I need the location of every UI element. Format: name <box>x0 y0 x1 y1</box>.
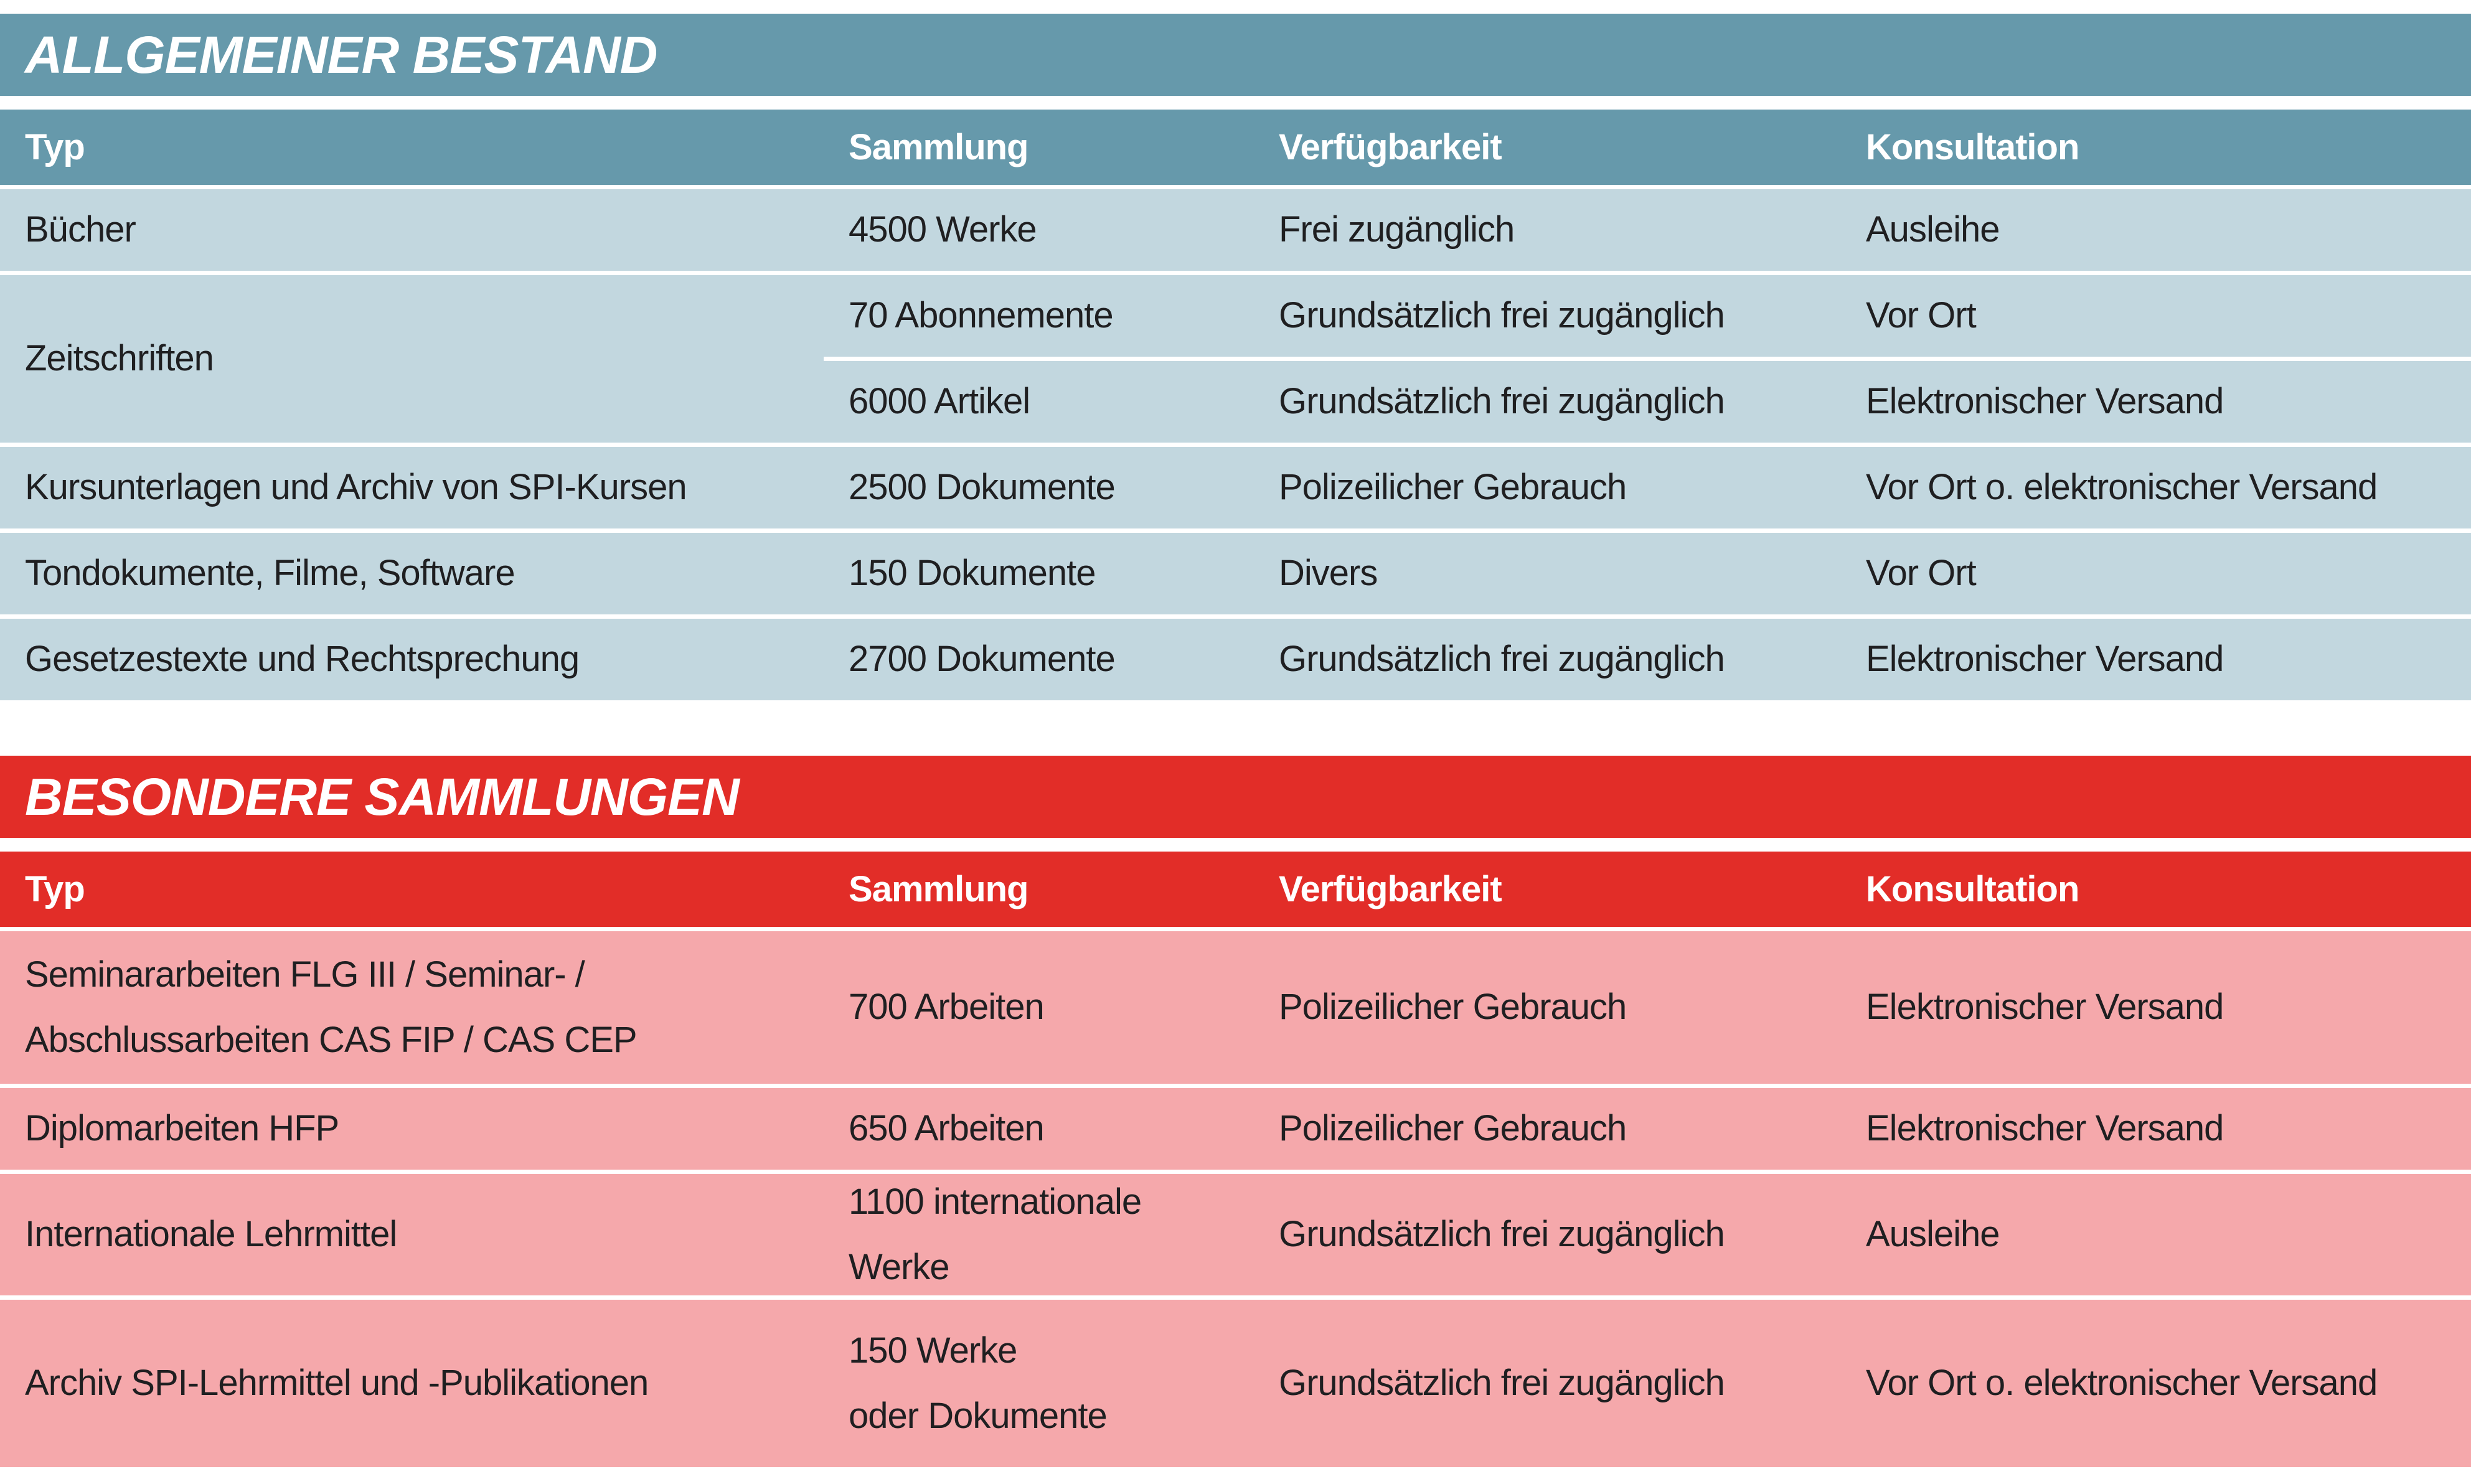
cell-verfuegbarkeit: Grundsätzlich frei zugänglich <box>1254 361 1841 443</box>
cell-sammlung: 4500 Werke <box>849 209 1037 250</box>
table-row-buecher: Bücher 4500 Werke Frei zugänglich Auslei… <box>0 189 2471 271</box>
cell-konsultation: Vor Ort o. elektronischer Versand <box>1866 1363 2378 1404</box>
column-header-typ: Typ <box>25 868 85 909</box>
cell-konsultation: Vor Ort <box>1841 275 2471 357</box>
column-header-sammlung: Sammlung <box>849 868 1029 909</box>
cell-sammlung: 1100 internationale Werke <box>849 1181 1142 1287</box>
column-header-verfuegbarkeit: Verfügbarkeit <box>1279 868 1502 909</box>
table-row-archiv-spi: Archiv SPI-Lehrmittel und -Publikationen… <box>0 1300 2471 1467</box>
cell-sammlung: 2500 Dokumente <box>849 467 1116 508</box>
cell-typ: Diplomarbeiten HFP <box>25 1108 339 1149</box>
cell-typ: Seminararbeiten FLG III / Seminar- / Abs… <box>25 954 638 1060</box>
cell-konsultation: Elektronischer Versand <box>1866 639 2224 680</box>
table-row-tondokumente: Tondokumente, Filme, Software 150 Dokume… <box>0 533 2471 614</box>
table-row-zeitschriften: Zeitschriften 70 Abonnemente Grundsätzli… <box>0 275 2471 443</box>
section-title-allgemeiner-bestand: ALLGEMEINER BESTAND <box>0 14 2471 96</box>
section-allgemeiner-bestand: ALLGEMEINER BESTAND Typ Sammlung Verfügb… <box>0 14 2471 700</box>
section-besondere-sammlungen: BESONDERE SAMMLUNGEN Typ Sammlung Verfüg… <box>0 756 2471 1467</box>
cell-typ: Gesetzestexte und Rechtsprechung <box>25 639 580 680</box>
cell-konsultation: Ausleihe <box>1866 209 2000 250</box>
table-row-diplomarbeiten: Diplomarbeiten HFP 650 Arbeiten Polizeil… <box>0 1088 2471 1170</box>
cell-verfuegbarkeit: Grundsätzlich frei zugänglich <box>1279 1214 1725 1255</box>
cell-verfuegbarkeit: Polizeilicher Gebrauch <box>1279 467 1627 508</box>
cell-sammlung: 6000 Artikel <box>824 361 1254 443</box>
cell-verfuegbarkeit: Polizeilicher Gebrauch <box>1279 987 1627 1028</box>
cell-verfuegbarkeit: Grundsätzlich frei zugänglich <box>1254 275 1841 357</box>
table2-header-row: Typ Sammlung Verfügbarkeit Konsultation <box>0 852 2471 927</box>
column-header-verfuegbarkeit: Verfügbarkeit <box>1279 126 1502 167</box>
cell-konsultation: Vor Ort <box>1866 553 1977 594</box>
cell-konsultation: Elektronischer Versand <box>1841 361 2471 443</box>
cell-verfuegbarkeit: Polizeilicher Gebrauch <box>1279 1108 1627 1149</box>
cell-typ: Archiv SPI-Lehrmittel und -Publikationen <box>25 1363 649 1404</box>
cell-verfuegbarkeit: Grundsätzlich frei zugänglich <box>1279 1363 1725 1404</box>
table-row-seminararbeiten: Seminararbeiten FLG III / Seminar- / Abs… <box>0 931 2471 1084</box>
cell-sammlung: 150 Werke oder Dokumente <box>849 1330 1108 1436</box>
cell-typ: Internationale Lehrmittel <box>25 1214 397 1255</box>
cell-konsultation: Elektronischer Versand <box>1866 987 2224 1028</box>
section-title-besondere-sammlungen: BESONDERE SAMMLUNGEN <box>0 756 2471 838</box>
cell-sammlung: 2700 Dokumente <box>849 639 1116 680</box>
cell-typ: Bücher <box>25 209 136 250</box>
cell-typ-merged: Zeitschriften <box>0 275 824 443</box>
cell-sammlung: 70 Abonnemente <box>824 275 1254 357</box>
cell-sammlung: 150 Dokumente <box>849 553 1096 594</box>
column-header-konsultation: Konsultation <box>1866 868 2079 909</box>
cell-konsultation: Elektronischer Versand <box>1866 1108 2224 1149</box>
column-header-typ: Typ <box>25 126 85 167</box>
cell-konsultation: Ausleihe <box>1866 1214 2000 1255</box>
table1-header-row: Typ Sammlung Verfügbarkeit Konsultation <box>0 110 2471 185</box>
cell-verfuegbarkeit: Frei zugänglich <box>1279 209 1515 250</box>
column-header-sammlung: Sammlung <box>849 126 1029 167</box>
cell-typ: Tondokumente, Filme, Software <box>25 553 515 594</box>
table-row-internationale-lehrmittel: Internationale Lehrmittel 1100 internati… <box>0 1174 2471 1295</box>
cell-verfuegbarkeit: Grundsätzlich frei zugänglich <box>1279 639 1725 680</box>
cell-konsultation: Vor Ort o. elektronischer Versand <box>1866 467 2378 508</box>
cell-typ: Kursunterlagen und Archiv von SPI-Kursen <box>25 467 687 508</box>
table-row-gesetzestexte: Gesetzestexte und Rechtsprechung 2700 Do… <box>0 619 2471 700</box>
cell-sammlung: 700 Arbeiten <box>849 987 1045 1028</box>
table-row-kursunterlagen: Kursunterlagen und Archiv von SPI-Kursen… <box>0 447 2471 528</box>
column-header-konsultation: Konsultation <box>1866 126 2079 167</box>
cell-sammlung: 650 Arbeiten <box>849 1108 1045 1149</box>
cell-verfuegbarkeit: Divers <box>1279 553 1378 594</box>
